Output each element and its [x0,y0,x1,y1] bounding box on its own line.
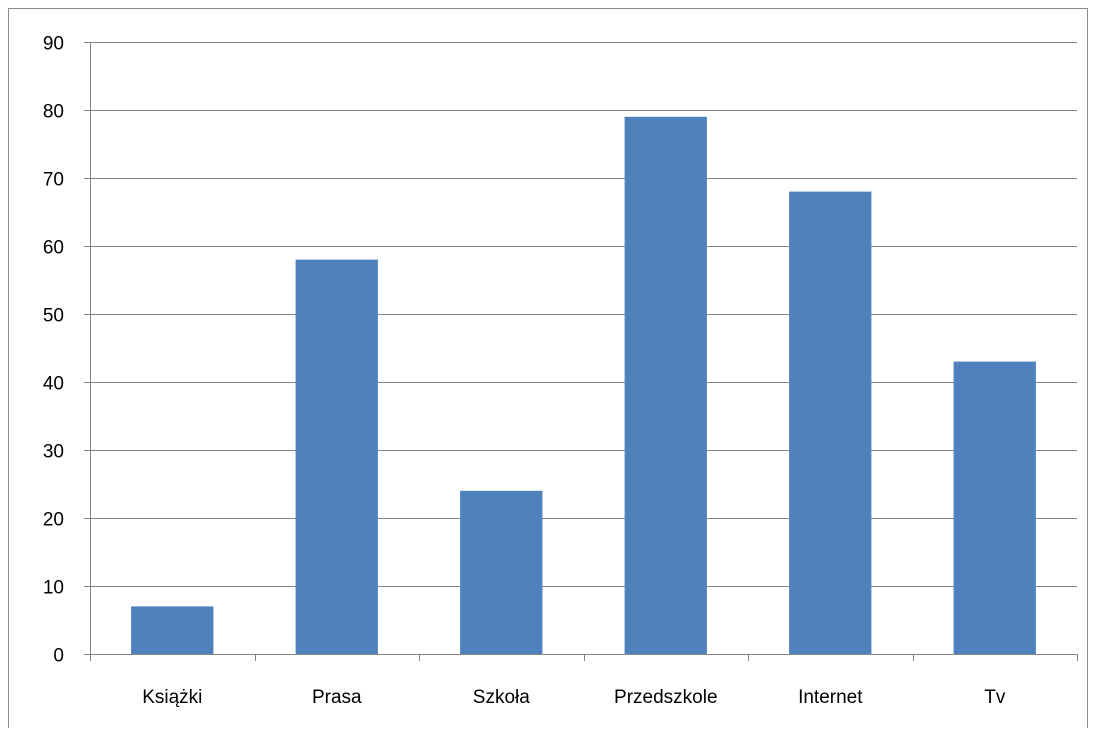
bar-2 [460,490,543,654]
y-tick-label: 90 [43,34,64,55]
x-tick-label: Książki [142,687,202,708]
y-tick-labels: 0 10 20 30 40 50 60 70 80 90 [43,34,64,667]
bar-0 [131,606,214,654]
y-tick-label: 40 [43,374,64,395]
bars [131,116,1036,655]
x-tick-label: Szkoła [473,687,530,708]
y-tick-label: 20 [43,510,64,531]
x-tick-labels: Książki Prasa Szkoła Przedszkole Internet Tv [142,687,1006,708]
x-tick-label: Internet [798,687,863,708]
x-tick-label: Tv [984,687,1006,708]
x-tick-label: Prasa [312,687,362,708]
gridlines [90,42,1077,587]
bar-4 [789,191,872,654]
y-tick-label: 0 [53,646,64,667]
bar-5 [953,361,1036,654]
bar-1 [295,259,378,654]
y-tick-label: 50 [43,306,64,327]
y-tick-label: 60 [43,238,64,259]
y-tick-label: 80 [43,102,64,123]
y-tick-label: 70 [43,170,64,191]
bar-3 [624,116,707,655]
y-tick-label: 30 [43,442,64,463]
x-tick-label: Przedszkole [614,687,718,708]
axes [84,42,1078,661]
y-tick-label: 10 [43,578,64,599]
